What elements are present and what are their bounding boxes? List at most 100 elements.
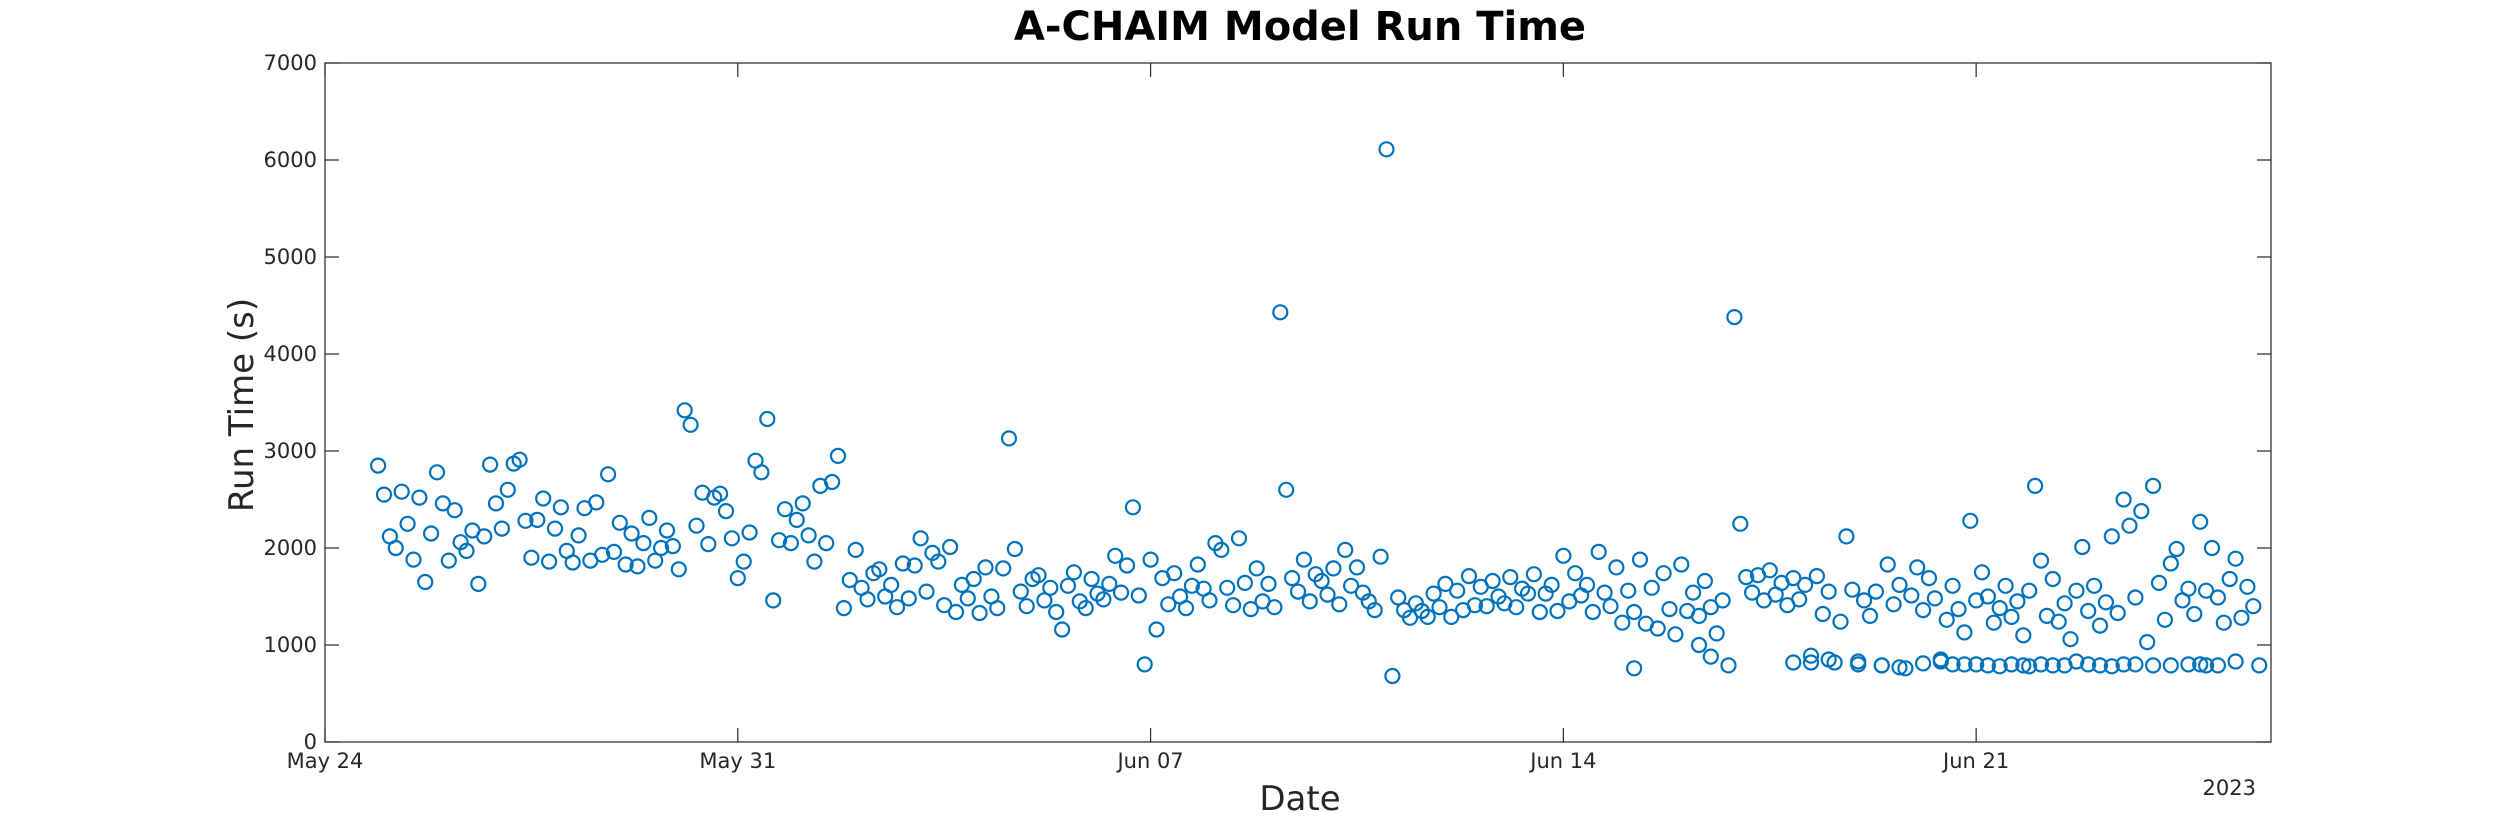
data-point — [1914, 655, 1932, 672]
data-point — [995, 560, 1012, 577]
data-point — [794, 495, 811, 512]
data-point — [1313, 572, 1330, 590]
data-point — [2086, 577, 2103, 594]
data-point — [1655, 565, 1672, 582]
data-point — [2103, 658, 2120, 675]
data-point — [2003, 656, 2020, 673]
data-point — [1608, 559, 1625, 576]
data-point — [1950, 600, 1967, 618]
data-point — [947, 603, 965, 621]
data-point — [1738, 568, 1755, 586]
data-point — [788, 511, 805, 529]
data-point — [823, 473, 841, 491]
data-point — [806, 553, 823, 570]
data-point — [1855, 592, 1873, 609]
data-point — [1979, 657, 1997, 674]
data-point — [770, 532, 788, 549]
data-point — [1443, 608, 1460, 626]
data-point — [2192, 656, 2209, 673]
data-point — [1242, 600, 1259, 618]
data-point — [971, 604, 988, 622]
data-point — [941, 538, 959, 556]
data-point — [1390, 589, 1407, 606]
data-point — [1891, 576, 1908, 594]
data-point — [1596, 584, 1613, 601]
data-point — [1236, 574, 1254, 592]
y-axis-label: Run Time (s) — [222, 298, 262, 512]
data-point — [440, 552, 457, 569]
data-point — [1726, 309, 1743, 326]
data-point — [1643, 579, 1660, 596]
data-point — [2062, 631, 2079, 648]
data-point — [2121, 517, 2138, 534]
data-point — [2221, 570, 2238, 588]
data-point — [1348, 559, 1366, 576]
data-point — [617, 556, 634, 573]
data-point — [1861, 607, 1879, 625]
data-point — [717, 503, 735, 520]
data-point — [1378, 141, 1395, 158]
data-point — [1649, 620, 1666, 637]
data-point — [1785, 654, 1802, 671]
data-point — [1956, 656, 1973, 673]
data-point — [470, 575, 487, 593]
data-point — [540, 553, 558, 570]
data-point — [1673, 556, 1690, 573]
data-point — [1142, 551, 1159, 568]
data-point — [1006, 540, 1024, 558]
data-point — [912, 530, 929, 547]
data-point — [2198, 657, 2215, 674]
data-point — [1920, 569, 1938, 587]
data-point — [1053, 621, 1071, 638]
data-point — [1260, 575, 1277, 593]
y-tick-label: 7000 — [264, 51, 317, 75]
data-point — [1095, 591, 1112, 608]
data-point — [2115, 656, 2132, 673]
data-point — [2091, 657, 2109, 674]
data-point — [1973, 564, 1991, 581]
data-point — [1030, 567, 1047, 584]
data-point — [1101, 575, 1118, 593]
data-point — [564, 554, 581, 571]
data-point — [888, 599, 906, 616]
data-point — [1224, 597, 1242, 614]
data-point — [1914, 601, 1932, 619]
data-point — [1991, 599, 2008, 617]
data-point — [1785, 569, 1802, 587]
data-point — [1743, 584, 1761, 601]
data-point — [1124, 499, 1142, 516]
data-point — [1166, 565, 1183, 582]
y-tick-label: 6000 — [264, 148, 317, 172]
data-point — [1690, 636, 1708, 654]
data-point — [688, 517, 705, 534]
data-point — [1808, 567, 1826, 585]
chart-title: A-CHAIM Model Run Time — [1014, 4, 1586, 50]
data-point — [2009, 593, 2026, 610]
data-point — [900, 590, 917, 607]
data-point — [818, 534, 835, 552]
data-point — [1048, 603, 1065, 621]
data-point — [959, 590, 976, 607]
data-point — [1366, 601, 1383, 619]
data-point — [658, 522, 676, 539]
data-point — [1331, 596, 1348, 613]
data-point — [476, 528, 493, 545]
data-point — [1531, 603, 1548, 621]
data-point — [918, 583, 935, 600]
data-point — [1584, 603, 1601, 621]
data-point — [676, 402, 693, 419]
data-point — [635, 534, 652, 552]
data-point — [2015, 627, 2032, 644]
data-point — [2198, 582, 2215, 599]
data-point — [1502, 568, 1519, 586]
data-point — [652, 539, 670, 557]
data-point — [487, 495, 505, 512]
data-point — [1702, 648, 1719, 665]
data-point — [2145, 657, 2162, 674]
data-point — [641, 509, 658, 527]
data-point — [1832, 613, 1849, 630]
data-point — [570, 527, 587, 544]
data-point — [2032, 656, 2050, 673]
data-point — [1272, 304, 1289, 321]
data-point — [1325, 560, 1342, 577]
